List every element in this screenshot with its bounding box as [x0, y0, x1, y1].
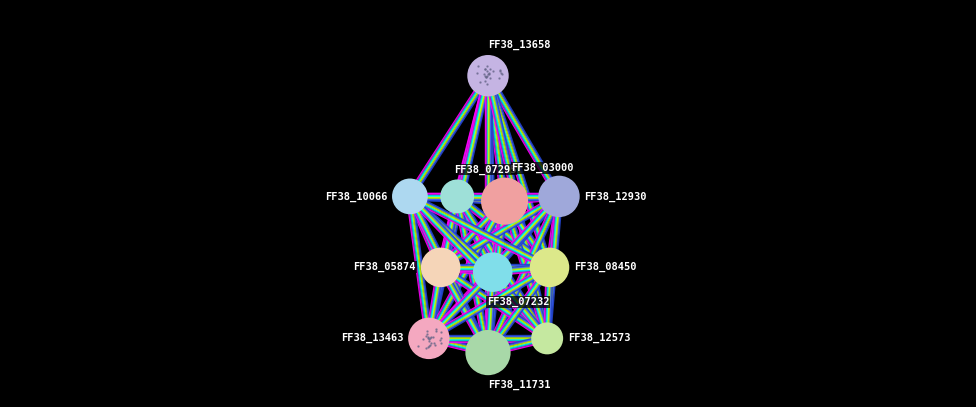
Text: FF38_07232: FF38_07232 — [487, 297, 549, 307]
Text: FF38_12930: FF38_12930 — [585, 191, 647, 201]
Circle shape — [441, 180, 473, 212]
Text: FF38_03000: FF38_03000 — [511, 162, 574, 173]
Circle shape — [467, 331, 509, 374]
Text: FF38_10066: FF38_10066 — [325, 191, 387, 201]
Circle shape — [482, 178, 527, 224]
Text: FF38_12573: FF38_12573 — [568, 333, 630, 344]
Text: FF38_11731: FF38_11731 — [488, 380, 550, 390]
Circle shape — [422, 248, 460, 286]
Circle shape — [393, 179, 427, 213]
Circle shape — [409, 319, 449, 358]
Circle shape — [539, 177, 579, 216]
Circle shape — [531, 248, 568, 286]
Circle shape — [473, 253, 511, 291]
Text: FF38_05874: FF38_05874 — [353, 262, 416, 273]
Circle shape — [468, 56, 508, 96]
Text: FF38_08450: FF38_08450 — [574, 262, 636, 273]
Text: FF38_13658: FF38_13658 — [488, 40, 550, 50]
Circle shape — [532, 323, 562, 354]
Text: FF38_07295: FF38_07295 — [454, 164, 516, 175]
Text: FF38_13463: FF38_13463 — [341, 333, 403, 344]
